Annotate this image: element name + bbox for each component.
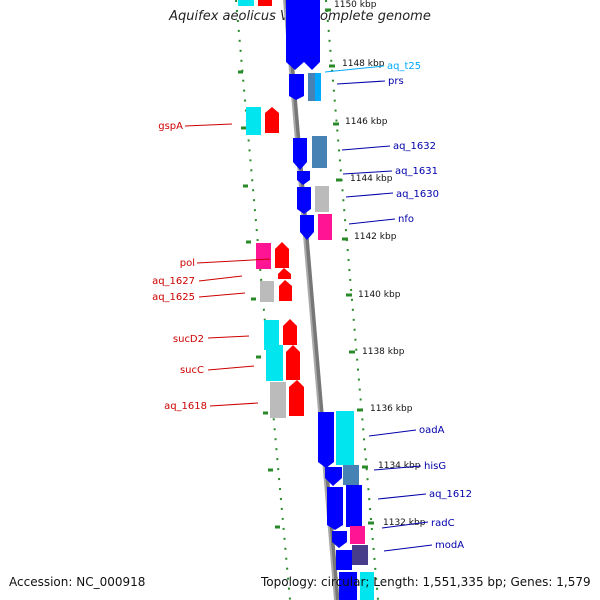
gene-label-prs: prs	[388, 76, 404, 87]
gene-block	[289, 74, 304, 96]
gene-label-sucD2: sucD2	[173, 334, 204, 345]
gene-arrow	[289, 96, 304, 100]
topology-text: Topology: circular; Length: 1,551,335 bp…	[261, 575, 591, 589]
gene-block	[343, 465, 359, 485]
tick-label: 1138 kbp	[362, 347, 405, 357]
gene-block	[293, 138, 307, 162]
gene-label-nfo: nfo	[398, 214, 414, 225]
gene-block	[327, 487, 343, 525]
gene-label-aq_1632: aq_1632	[393, 141, 436, 152]
gene-label-aq_t25: aq_t25	[387, 61, 421, 72]
gene-label-hisG: hisG	[424, 461, 446, 472]
gene-arrow	[275, 242, 289, 268]
gene-label-aq_1627: aq_1627	[152, 276, 195, 287]
gene-block	[346, 485, 362, 527]
gene-label-aq_1612: aq_1612	[429, 489, 472, 500]
tick-label: 1148 kbp	[342, 59, 385, 69]
tick-label: 1132 kbp	[383, 518, 426, 528]
right-major-ticks	[325, 8, 374, 525]
gene-block	[360, 572, 374, 600]
gene-arrow	[325, 467, 342, 486]
gene-label-radC: radC	[431, 518, 455, 529]
gene-block	[238, 0, 254, 6]
gene-block	[336, 550, 352, 570]
gene-block	[308, 73, 315, 101]
tick-label: 1146 kbp	[345, 117, 388, 127]
gene-block	[264, 320, 279, 350]
gene-label-oadA: oadA	[419, 425, 445, 436]
gene-arrow	[318, 462, 334, 468]
gene-arrow	[297, 209, 311, 214]
gene-block	[315, 186, 329, 212]
tick-label: 1134 kbp	[378, 461, 421, 471]
accession-text: Accession: NC_000918	[9, 575, 146, 589]
gene-block	[297, 187, 311, 209]
gene-arrow	[265, 107, 279, 133]
right-leaders	[324, 65, 433, 552]
left-major-ticks	[238, 70, 280, 529]
gene-arrow	[283, 319, 297, 345]
gene-block	[318, 214, 332, 240]
gene-arrow	[327, 525, 343, 530]
gene-label-gspA: gspA	[158, 121, 183, 132]
gene-block	[304, 0, 320, 62]
gene-block	[315, 73, 321, 101]
gene-block	[312, 136, 327, 168]
tick-label: 1144 kbp	[350, 174, 393, 184]
gene-arrow	[286, 345, 300, 380]
gene-arrow	[300, 215, 314, 240]
gene-block	[270, 382, 286, 418]
gene-label-aq_1630: aq_1630	[396, 189, 439, 200]
tick-label: 1142 kbp	[354, 232, 397, 242]
gene-block	[339, 572, 357, 600]
gene-block	[286, 0, 304, 62]
gene-block	[350, 526, 365, 544]
gene-label-sucC: sucC	[180, 365, 204, 376]
gene-arrow	[293, 162, 307, 170]
gene-label-pol: pol	[180, 258, 195, 269]
right-dotted-ring	[325, 0, 379, 600]
gene-arrow	[279, 280, 292, 301]
gene-arrow	[289, 380, 304, 416]
gene-arrow	[304, 62, 320, 70]
left-leaders	[184, 123, 271, 407]
tick-label: 1150 kbp	[334, 0, 377, 10]
gene-block	[336, 411, 354, 465]
gene-arrow	[286, 62, 304, 70]
gene-label-modA: modA	[435, 540, 464, 551]
tick-label: 1140 kbp	[358, 290, 401, 300]
forward-strand-genes	[238, 0, 304, 418]
gene-block	[260, 281, 274, 302]
reverse-strand-genes	[286, 0, 374, 600]
tick-label: 1136 kbp	[370, 404, 413, 414]
gene-arrow	[297, 171, 310, 185]
gene-block	[352, 545, 368, 565]
gene-arrow	[332, 531, 347, 548]
gene-block	[256, 243, 271, 269]
gene-block	[266, 345, 283, 381]
gene-arrow	[278, 268, 291, 279]
gene-label-aq_1618: aq_1618	[164, 401, 207, 412]
gene-block	[258, 0, 272, 6]
gene-block	[318, 412, 334, 462]
gene-label-aq_1625: aq_1625	[152, 292, 195, 303]
gene-label-aq_1631: aq_1631	[395, 166, 438, 177]
gene-block	[246, 107, 261, 135]
